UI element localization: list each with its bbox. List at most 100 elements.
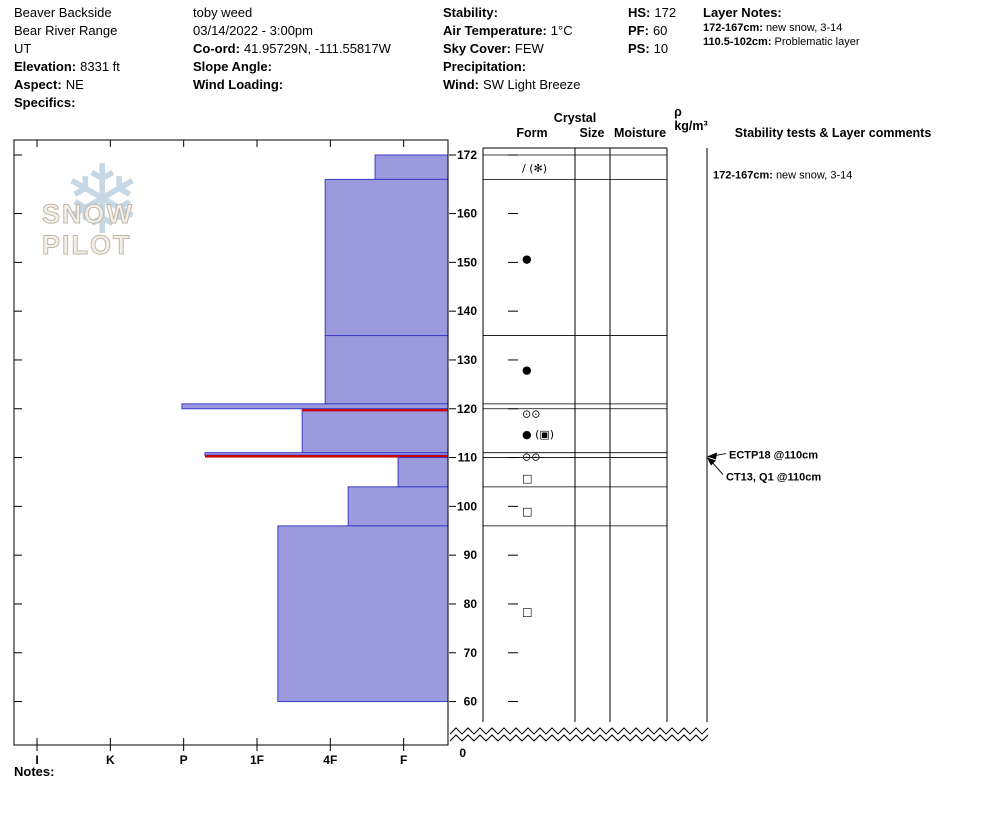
stability-tests: ECTP18 @110cm CT13, Q1 @110cm — [707, 450, 821, 484]
hardness-tick-label: 1F — [250, 753, 264, 767]
snow-layer-bar — [324, 178, 449, 337]
hs-label: HS: — [628, 5, 651, 20]
form-header: Form — [516, 126, 547, 140]
snow-layer-bar — [374, 154, 449, 180]
hardness-tick-label: I — [35, 753, 38, 767]
depth-zero-label: 0 — [459, 746, 466, 760]
depth-tick-label: 70 — [464, 646, 478, 660]
wind-loading-label: Wind Loading: — [193, 77, 284, 92]
precipitation-row: Precipitation: — [443, 58, 581, 76]
location-column: Beaver Backside Bear River Range UT Elev… — [14, 4, 120, 112]
depth-tick-label: 60 — [464, 695, 478, 709]
observation-datetime: 03/14/2022 - 3:00pm — [193, 23, 313, 38]
conditions-column: Stability: Air Temperature: 1°C Sky Cover… — [443, 4, 581, 94]
layer-note: 172-167cm: new snow, 3-14 — [703, 22, 859, 36]
grain-form-symbol: □ — [522, 505, 532, 518]
moisture-header: Moisture — [614, 126, 666, 140]
hs-value: 172 — [654, 5, 677, 20]
precipitation-label: Precipitation: — [443, 59, 527, 74]
layer-note: 110.5-102cm: Problematic layer — [703, 36, 859, 50]
layer-comment: 172-167cm: new snow, 3-14 — [713, 170, 852, 182]
depth-tick-label: 80 — [464, 597, 478, 611]
layer-notes-title: Layer Notes: — [703, 5, 782, 20]
grain-form-symbol: □ — [522, 472, 532, 485]
hardness-tick-label: P — [180, 753, 188, 767]
hs-row: HS: 172 — [628, 4, 676, 22]
test-result-label: CT13, Q1 @110cm — [726, 472, 821, 484]
size-header: Size — [579, 126, 604, 140]
wind-loading-row: Wind Loading: — [193, 76, 391, 94]
layer-note-text: new snow, 3-14 — [765, 22, 843, 34]
coord-label: Co-ord: — [193, 41, 240, 56]
layer-note-text: Problematic layer — [774, 35, 860, 48]
test-result-label: ECTP18 @110cm — [729, 450, 818, 462]
left-chart-frame — [13, 139, 449, 746]
hardness-bars — [181, 154, 449, 703]
state: UT — [14, 41, 32, 56]
sky-cover-label: Sky Cover: — [443, 41, 511, 56]
depth-tick-label: 120 — [457, 402, 477, 416]
grain-form-symbol: ● — [522, 252, 532, 265]
watermark-text: SNOW PILOT — [42, 199, 134, 261]
hardness-axis: I K P 1F 4F F — [35, 140, 407, 767]
pf-value: 60 — [652, 23, 668, 38]
observer-name: toby weed — [193, 5, 253, 20]
snow-layer-bar — [324, 335, 449, 405]
grain-form-symbol: □ — [522, 605, 532, 618]
problematic-layer-bar — [204, 455, 448, 458]
elevation-label: Elevation: — [14, 59, 77, 74]
wind-row: Wind: SW Light Breeze — [443, 76, 581, 94]
ps-row: PS: 10 — [628, 40, 676, 58]
snowpack-column: HS: 172 PF: 60 PS: 10 — [628, 4, 676, 58]
air-temp-value: 1°C — [550, 23, 573, 38]
ps-value: 10 — [653, 41, 669, 56]
observer-column: toby weed 03/14/2022 - 3:00pm Co-ord: 41.… — [193, 4, 391, 94]
coord-value: 41.95729N, -111.55817W — [243, 41, 391, 56]
specifics-row: Specifics: — [14, 94, 120, 112]
mountain-range: Bear River Range — [14, 23, 118, 38]
depth-tick-label: 90 — [464, 548, 478, 562]
density-unit-header: kg/m³ — [674, 119, 707, 133]
snow-layer-bar — [204, 452, 449, 456]
hardness-tick-label: K — [106, 753, 115, 767]
specifics-label: Specifics: — [14, 95, 76, 110]
depth-tick-label: 160 — [457, 207, 477, 221]
depth-axis: 172 160 150 140 130 120 110 100 90 80 70 60 0 — [14, 148, 518, 760]
grain-form-symbol: ⊙⊙ — [522, 451, 540, 464]
air-temp-row: Air Temperature: 1°C — [443, 22, 581, 40]
sky-cover-value: FEW — [514, 41, 544, 56]
test-arrowhead — [707, 457, 716, 466]
layer-note-range: 172-167cm: — [703, 22, 763, 34]
snowflake-icon: ❄ — [62, 144, 143, 256]
notes-label: Notes: — [14, 764, 55, 779]
snow-layer-bar — [181, 403, 449, 410]
layer-comments: 172-167cm: new snow, 3-14 — [713, 170, 852, 182]
grain-form-symbol: ● — [522, 364, 532, 377]
layer-notes-column: Layer Notes: 172-167cm: new snow, 3-14 11… — [703, 4, 859, 49]
depth-tick-label: 140 — [457, 304, 477, 318]
air-temp-label: Air Temperature: — [443, 23, 547, 38]
depth-tick-label: 150 — [457, 255, 477, 269]
crystal-grid — [482, 147, 708, 722]
depth-tick-label: 100 — [457, 499, 477, 513]
coordinates-row: Co-ord: 41.95729N, -111.55817W — [193, 40, 391, 58]
grain-symbols: / (✻) ● ● ⊙⊙ ● (▣) ⊙⊙ □ □ □ — [522, 162, 554, 618]
stability-row: Stability: — [443, 4, 581, 22]
depth-break-zigzag — [449, 727, 709, 742]
column-headers: Crystal Form Size Moisture ρkg/m³ Stability t… — [516, 105, 931, 140]
snow-layer-bar — [347, 486, 449, 527]
depth-tick-label: 110 — [458, 451, 478, 465]
grain-form-symbol: ⊙⊙ — [522, 408, 540, 421]
pf-label: PF: — [628, 23, 649, 38]
snow-layer-bar — [397, 457, 449, 488]
stability-label: Stability: — [443, 5, 498, 20]
hardness-tick-label: F — [400, 753, 407, 767]
comments-header: Stability tests & Layer comments — [735, 126, 932, 140]
hardness-tick-label: 4F — [323, 753, 337, 767]
elevation-value: 8331 ft — [80, 59, 120, 74]
aspect-row: Aspect: NE — [14, 76, 120, 94]
wind-value: SW Light Breeze — [482, 77, 581, 92]
grain-form-symbol: / (✻) — [522, 162, 547, 175]
slope-angle-row: Slope Angle: — [193, 58, 391, 76]
